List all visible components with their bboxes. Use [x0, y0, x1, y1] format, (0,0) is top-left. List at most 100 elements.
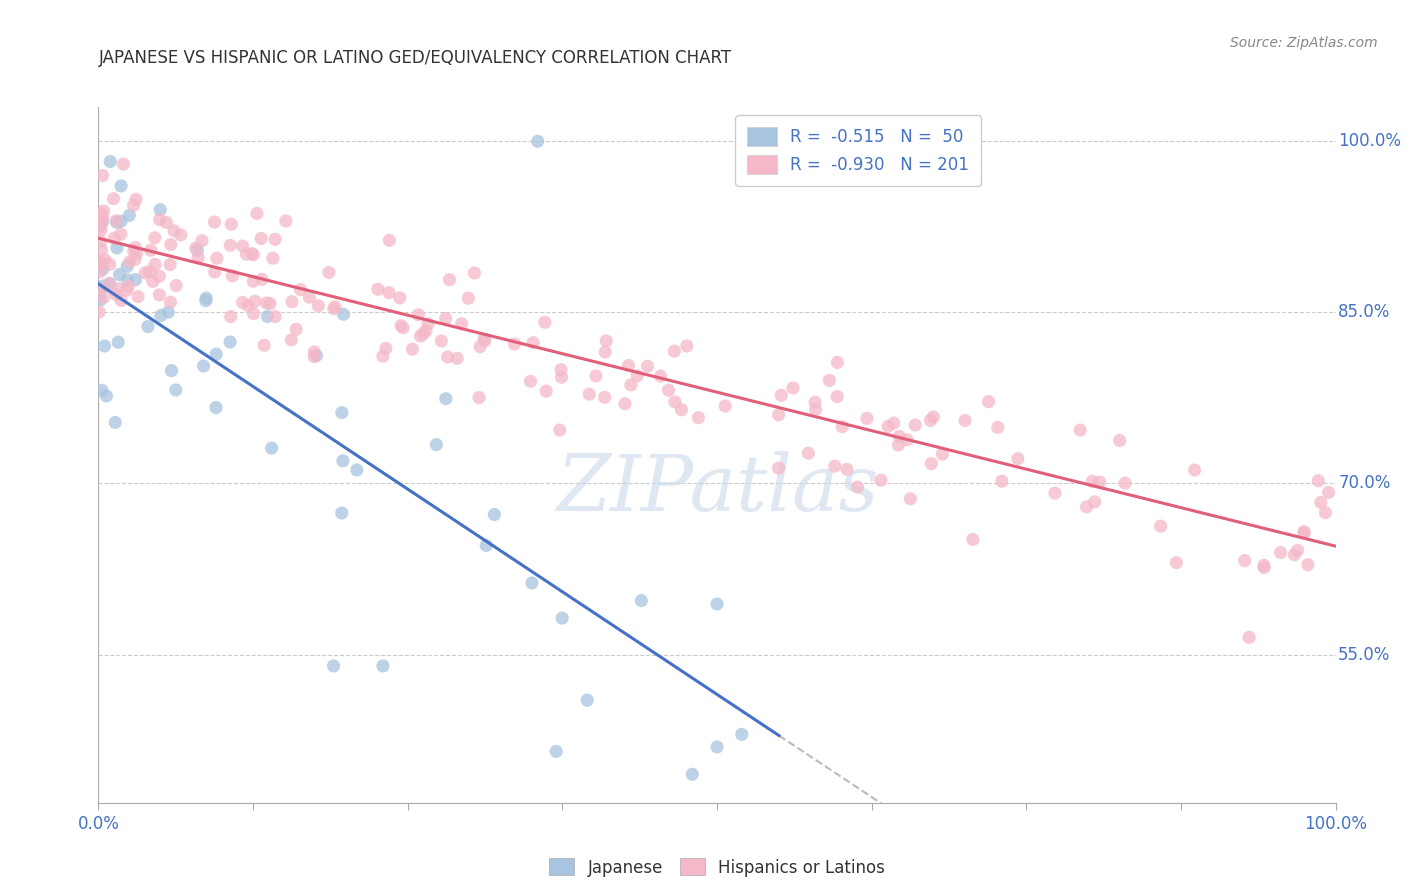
Point [714, 399, 737, 413]
Point [920, 457, 942, 471]
Point [127, 290, 149, 304]
Point [520, 576, 543, 591]
Point [401, 342, 423, 356]
Point [617, 359, 640, 373]
Point [896, 433, 918, 447]
Point [870, 473, 893, 487]
Point [89, 285, 111, 299]
Point [115, 260, 138, 274]
Point [143, 257, 166, 271]
Point [425, 437, 447, 451]
Point [446, 351, 468, 366]
Point [1043, 486, 1066, 500]
Point [430, 334, 453, 348]
Point [304, 345, 326, 359]
Point [920, 413, 942, 427]
Point [124, 241, 146, 255]
Point [89, 235, 111, 249]
Point [204, 265, 226, 279]
Point [90, 255, 112, 269]
Point [90, 211, 112, 226]
Point [91, 214, 114, 228]
Point [264, 232, 287, 246]
Point [434, 392, 457, 406]
Point [165, 383, 187, 397]
Point [163, 224, 186, 238]
Point [371, 659, 394, 673]
Point [221, 217, 243, 231]
Point [236, 298, 259, 312]
Point [148, 288, 170, 302]
Point [1309, 495, 1331, 509]
Text: Source: ZipAtlas.com: Source: ZipAtlas.com [1230, 36, 1378, 50]
Point [1076, 500, 1098, 514]
Point [205, 251, 228, 265]
Point [157, 305, 180, 319]
Point [115, 284, 138, 298]
Point [825, 390, 848, 404]
Point [243, 294, 266, 309]
Point [232, 239, 254, 253]
Point [706, 739, 728, 754]
Point [457, 291, 479, 305]
Point [613, 397, 636, 411]
Point [987, 420, 1010, 434]
Point [117, 273, 139, 287]
Point [246, 206, 269, 220]
Point [281, 294, 304, 309]
Point [250, 231, 273, 245]
Point [731, 727, 754, 741]
Point [148, 269, 170, 284]
Point [367, 282, 389, 296]
Point [186, 243, 208, 257]
Point [620, 377, 643, 392]
Point [706, 597, 728, 611]
Point [585, 368, 607, 383]
Point [221, 268, 243, 283]
Point [118, 208, 141, 222]
Point [149, 202, 172, 217]
Point [142, 274, 165, 288]
Point [307, 299, 329, 313]
Point [922, 409, 945, 424]
Point [877, 419, 900, 434]
Point [962, 533, 984, 547]
Point [416, 317, 439, 331]
Point [110, 227, 132, 241]
Point [89, 219, 111, 234]
Point [1084, 495, 1107, 509]
Point [346, 463, 368, 477]
Point [205, 347, 228, 361]
Point [593, 390, 616, 404]
Point [408, 308, 430, 322]
Point [91, 211, 114, 225]
Point [98, 154, 121, 169]
Point [90, 223, 112, 237]
Point [522, 335, 544, 350]
Point [318, 266, 340, 280]
Point [1007, 451, 1029, 466]
Point [107, 335, 129, 350]
Point [1237, 631, 1260, 645]
Point [681, 767, 703, 781]
Point [90, 217, 112, 231]
Point [1296, 558, 1319, 572]
Point [831, 419, 853, 434]
Point [550, 370, 572, 384]
Point [1184, 463, 1206, 477]
Point [1292, 524, 1315, 539]
Point [688, 410, 710, 425]
Point [378, 285, 401, 300]
Point [374, 342, 396, 356]
Point [931, 447, 953, 461]
Text: ZIPatlas: ZIPatlas [555, 451, 879, 528]
Point [1286, 543, 1309, 558]
Point [415, 324, 437, 338]
Point [89, 293, 111, 308]
Point [768, 408, 790, 422]
Point [551, 611, 574, 625]
Point [1253, 560, 1275, 574]
Point [91, 169, 114, 183]
Point [103, 231, 125, 245]
Point [160, 363, 183, 377]
